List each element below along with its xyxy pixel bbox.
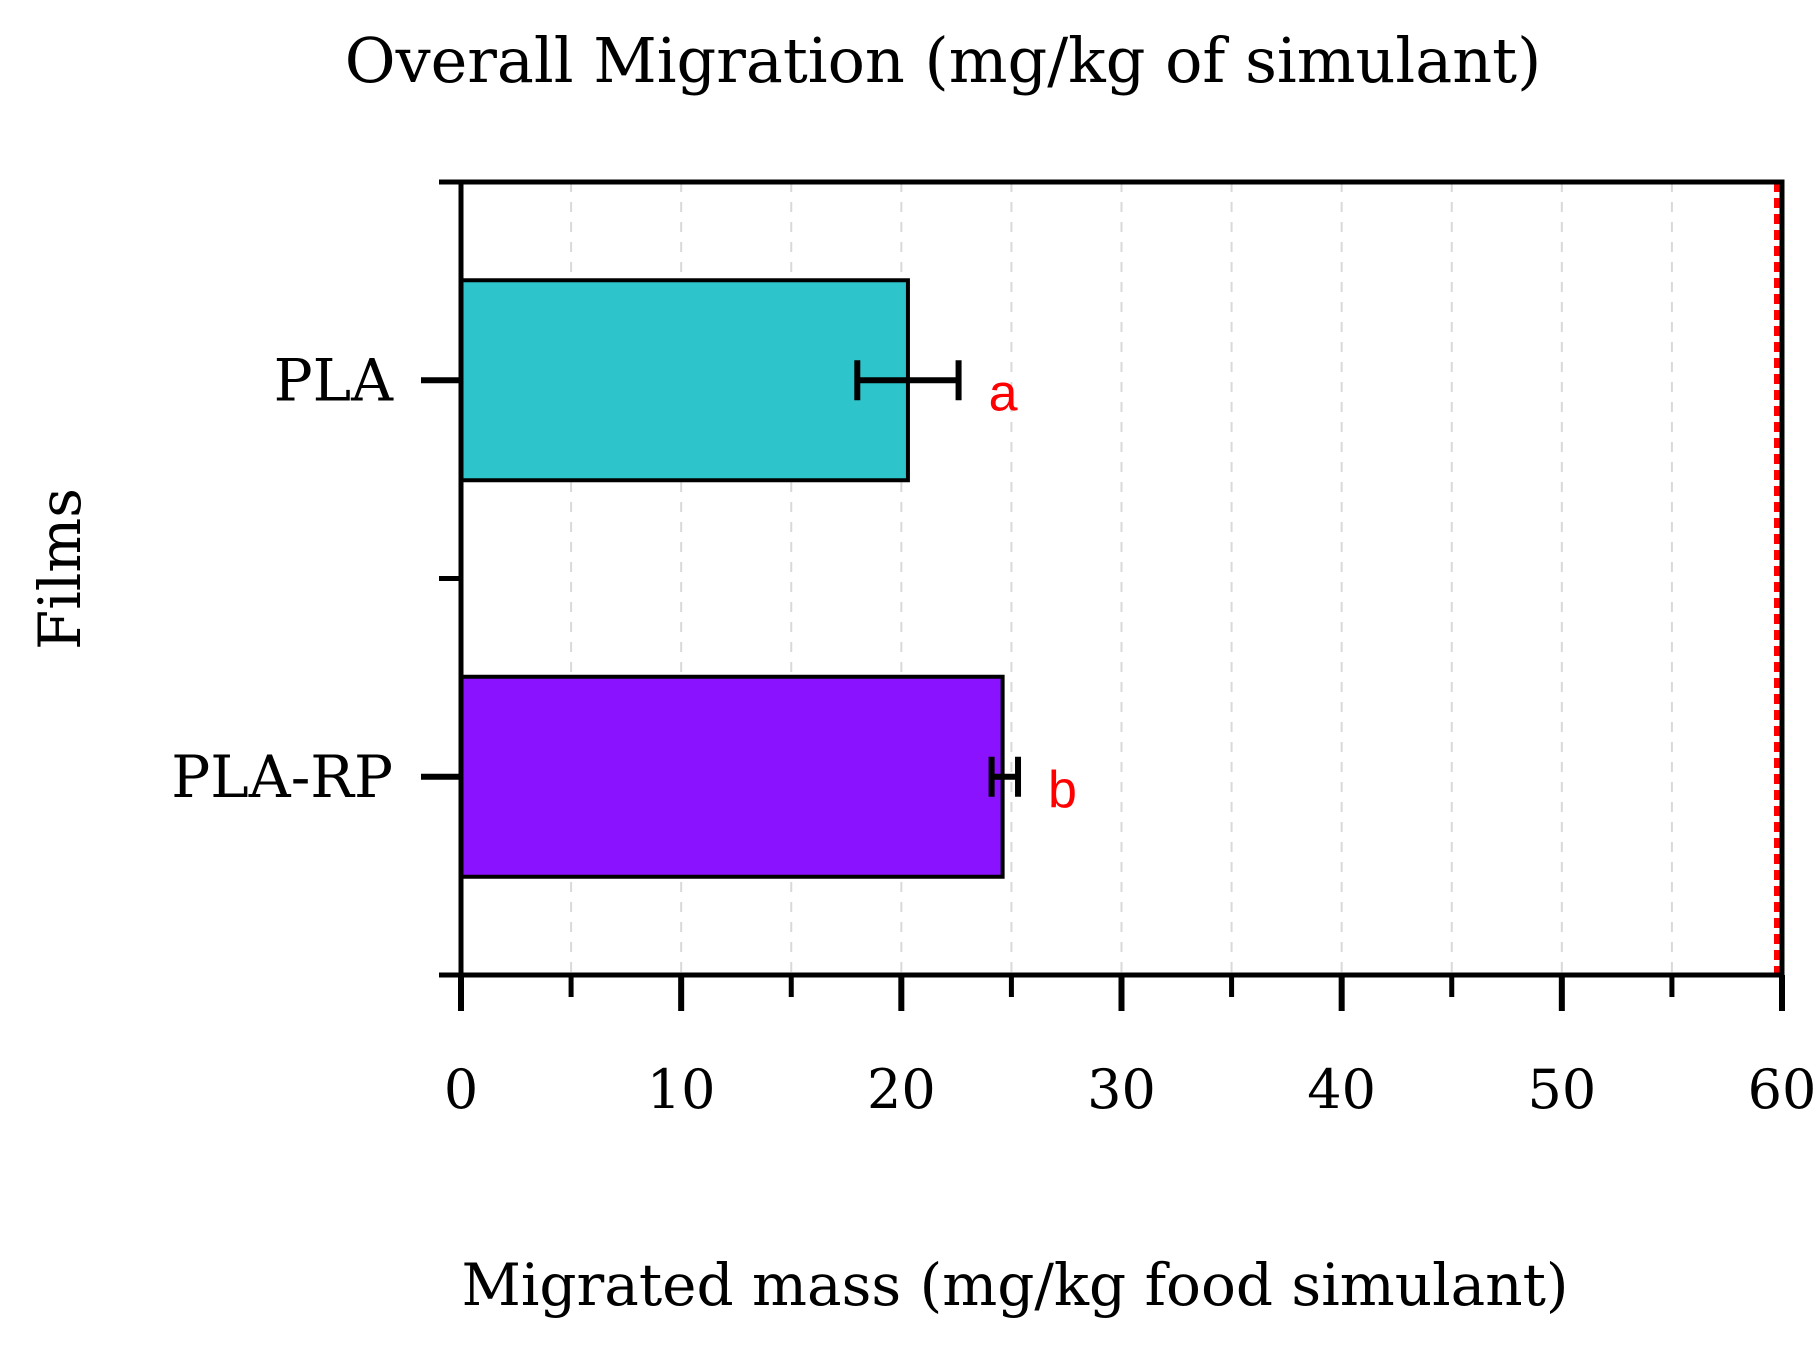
significance-letter: b	[1048, 761, 1077, 819]
category-label: PLA-RP	[171, 743, 393, 811]
y-axis: PLA PLA-RP	[171, 179, 461, 978]
bar-pla	[459, 278, 910, 483]
x-axis-label: Migrated mass (mg/kg food simulant)	[461, 1251, 1568, 1319]
y-axis-label: Films	[26, 488, 94, 650]
category-label: PLA	[274, 346, 395, 414]
x-tick-label: 40	[1307, 1058, 1376, 1121]
x-axis: 0 10 20 30 40 50 60	[444, 975, 1814, 1121]
bars: ab	[459, 278, 1077, 879]
x-tick-label: 30	[1087, 1058, 1156, 1121]
x-tick-label: 0	[444, 1058, 478, 1121]
x-tick-label: 60	[1748, 1058, 1814, 1121]
chart-title: Overall Migration (mg/kg of simulant)	[345, 24, 1542, 97]
bar-pla-rp	[459, 674, 1005, 879]
x-tick-label: 10	[647, 1058, 716, 1121]
significance-letter: a	[989, 364, 1018, 422]
x-tick-label: 50	[1527, 1058, 1596, 1121]
x-tick-label: 20	[867, 1058, 936, 1121]
